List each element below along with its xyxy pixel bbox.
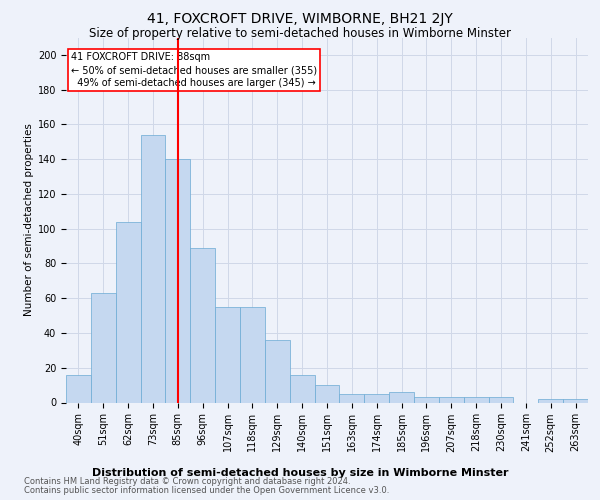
Bar — [439, 398, 464, 402]
Bar — [488, 398, 514, 402]
Bar — [364, 394, 389, 402]
Bar — [116, 222, 140, 402]
Bar — [66, 374, 91, 402]
Bar — [265, 340, 290, 402]
Text: Contains HM Land Registry data © Crown copyright and database right 2024.: Contains HM Land Registry data © Crown c… — [24, 477, 350, 486]
Bar — [190, 248, 215, 402]
Bar — [140, 135, 166, 402]
Bar — [464, 398, 488, 402]
Bar — [240, 307, 265, 402]
Bar — [290, 374, 314, 402]
Text: 41, FOXCROFT DRIVE, WIMBORNE, BH21 2JY: 41, FOXCROFT DRIVE, WIMBORNE, BH21 2JY — [147, 12, 453, 26]
Bar — [314, 385, 340, 402]
Text: Contains public sector information licensed under the Open Government Licence v3: Contains public sector information licen… — [24, 486, 389, 495]
Bar — [563, 399, 588, 402]
Bar — [166, 159, 190, 402]
Y-axis label: Number of semi-detached properties: Number of semi-detached properties — [23, 124, 34, 316]
Text: 41 FOXCROFT DRIVE: 88sqm
← 50% of semi-detached houses are smaller (355)
  49% o: 41 FOXCROFT DRIVE: 88sqm ← 50% of semi-d… — [71, 52, 317, 88]
Bar — [340, 394, 364, 402]
Bar — [414, 398, 439, 402]
Text: Size of property relative to semi-detached houses in Wimborne Minster: Size of property relative to semi-detach… — [89, 28, 511, 40]
Bar — [91, 293, 116, 403]
Text: Distribution of semi-detached houses by size in Wimborne Minster: Distribution of semi-detached houses by … — [92, 468, 508, 477]
Bar — [538, 399, 563, 402]
Bar — [215, 307, 240, 402]
Bar — [389, 392, 414, 402]
